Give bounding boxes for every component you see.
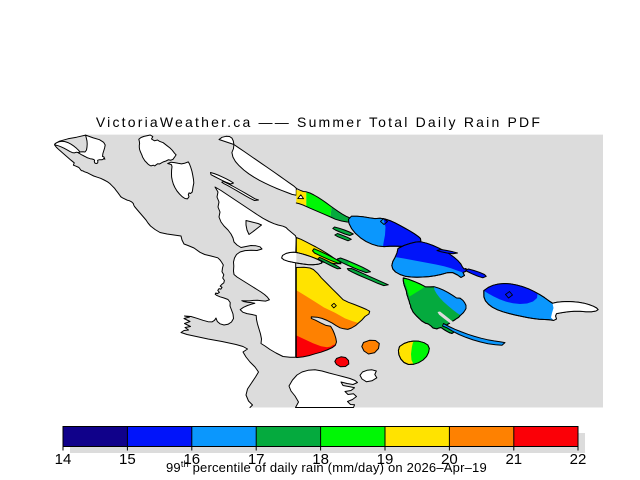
svg-text:15: 15	[119, 451, 136, 468]
svg-text:18: 18	[312, 451, 329, 468]
svg-text:21: 21	[505, 451, 522, 468]
svg-text:17: 17	[248, 451, 265, 468]
svg-text:99th percentile of daily rain: 99th percentile of daily rain (mm/day) o…	[166, 459, 487, 475]
svg-text:22: 22	[570, 451, 587, 468]
svg-text:16: 16	[183, 451, 200, 468]
svg-text:VictoriaWeather.ca —— Summer T: VictoriaWeather.ca —— Summer Total Daily…	[96, 114, 542, 130]
svg-text:20: 20	[441, 451, 458, 468]
svg-text:14: 14	[55, 451, 72, 468]
svg-text:19: 19	[377, 451, 394, 468]
